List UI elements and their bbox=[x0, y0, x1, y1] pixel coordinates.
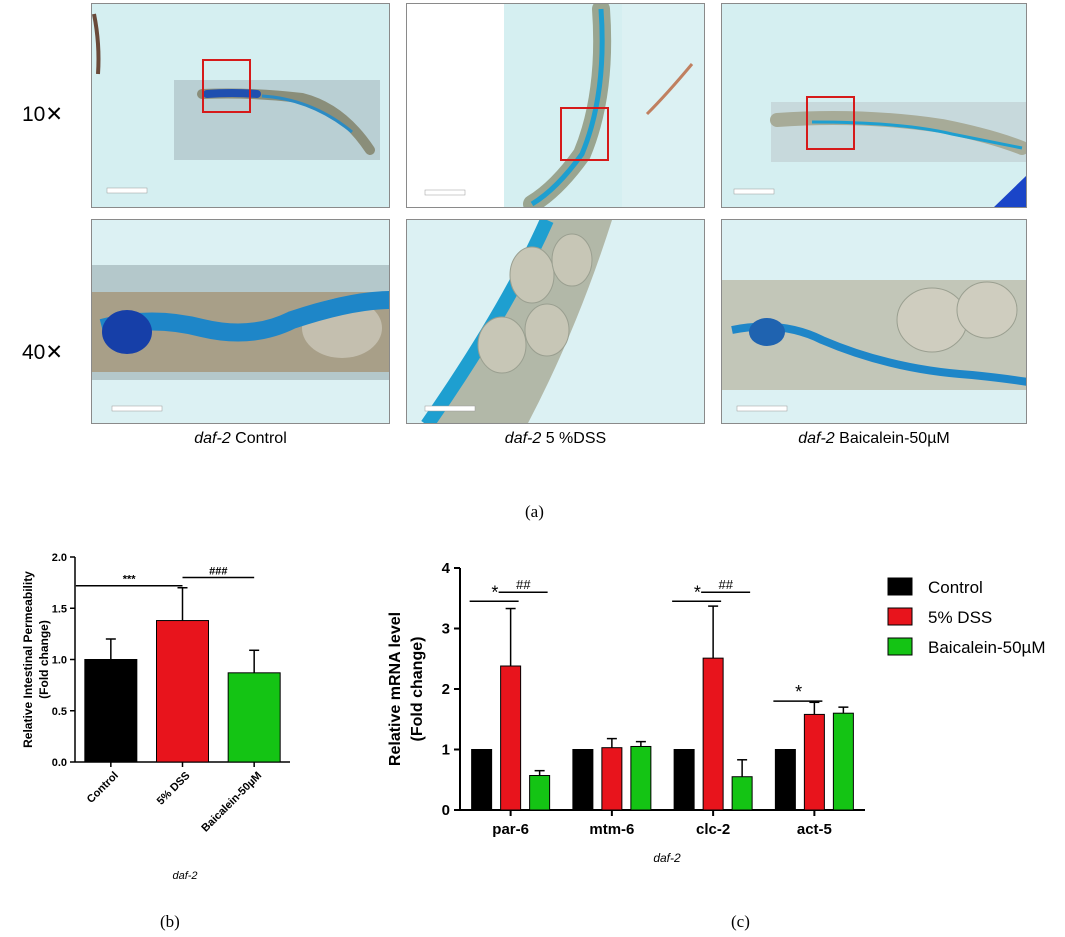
x-tick-label: Control bbox=[85, 770, 121, 806]
micrograph-baicalein-40x bbox=[721, 219, 1027, 424]
micrograph-dss-40x bbox=[406, 219, 705, 424]
figure-letter-a: (a) bbox=[525, 502, 544, 521]
bar-2-1 bbox=[702, 657, 724, 811]
bar-0-2 bbox=[529, 775, 551, 811]
bar-1 bbox=[156, 620, 209, 763]
y-axis-label: Relative mRNA level bbox=[387, 612, 404, 766]
bar-3-1 bbox=[803, 713, 825, 811]
significance-label: ### bbox=[209, 566, 227, 578]
x-tick-label: Baicalein-50µM bbox=[199, 770, 264, 835]
legend-label-0: Control bbox=[928, 578, 983, 597]
y-tick-label: 0.0 bbox=[52, 757, 67, 769]
y-tick-label: 0 bbox=[442, 802, 450, 819]
caption-dss: daf-2 5 %DSS bbox=[504, 430, 607, 447]
magnification-label-10x: 10✕ bbox=[22, 103, 63, 126]
chart-b-intestinal-permeability: 0.0 0.5 1.0 1.5 2.0 Control 5% DSS Baicalein-50… bbox=[0, 540, 300, 900]
y-tick-label: 1.0 bbox=[52, 655, 67, 667]
x-axis-label: daf-2 bbox=[653, 851, 681, 865]
x-axis-label: daf-2 bbox=[172, 870, 197, 882]
significance-label: ## bbox=[718, 577, 733, 592]
micrograph-control-40x bbox=[91, 219, 390, 424]
bar-3-0 bbox=[774, 749, 796, 811]
bar-2-0 bbox=[673, 749, 695, 811]
significance-label: * bbox=[794, 682, 802, 702]
caption-control: daf-2 Control bbox=[194, 430, 287, 447]
micrograph-control-10x bbox=[91, 3, 390, 208]
y-tick-label: 0.5 bbox=[52, 706, 67, 718]
figure-letter-b: (b) bbox=[160, 912, 180, 931]
bar-1-0 bbox=[572, 749, 594, 811]
figure-letter-c: (c) bbox=[731, 912, 750, 931]
bar-0-1 bbox=[500, 665, 522, 811]
y-axis-label-unit: (Fold change) bbox=[37, 620, 51, 699]
micrograph-baicalein-10x bbox=[721, 3, 1027, 208]
y-tick-label: 2 bbox=[442, 681, 450, 698]
x-tick-label: act-5 bbox=[797, 821, 832, 838]
significance-label: *** bbox=[123, 574, 137, 586]
bar-1-1 bbox=[601, 747, 623, 811]
y-tick-label: 2.0 bbox=[52, 552, 67, 564]
legend-swatch-0 bbox=[887, 577, 913, 596]
y-tick-label: 1 bbox=[442, 742, 450, 759]
x-tick-label: par-6 bbox=[492, 821, 529, 838]
y-axis-label: Relative Intestinal Permeability bbox=[21, 571, 35, 748]
legend-swatch-1 bbox=[887, 607, 913, 626]
significance-label: * bbox=[491, 582, 499, 602]
bar-2-2 bbox=[731, 776, 753, 811]
bar-1-2 bbox=[630, 745, 652, 811]
significance-label: * bbox=[693, 582, 701, 602]
bar-3-2 bbox=[832, 712, 854, 811]
caption-baicalein: daf-2 Baicalein-50µM bbox=[798, 430, 950, 447]
bar-0 bbox=[84, 659, 138, 763]
y-tick-label: 1.5 bbox=[52, 603, 67, 615]
x-tick-label: 5% DSS bbox=[155, 770, 193, 808]
legend-label-2: Baicalein-50µM bbox=[928, 638, 1046, 657]
x-tick-label: clc-2 bbox=[696, 821, 730, 838]
y-tick-label: 4 bbox=[442, 560, 451, 577]
magnification-label-40x: 40✕ bbox=[22, 341, 63, 364]
x-tick-label: mtm-6 bbox=[589, 821, 634, 838]
legend-swatch-2 bbox=[887, 637, 913, 656]
y-tick-label: 3 bbox=[442, 621, 450, 638]
legend-label-1: 5% DSS bbox=[928, 608, 992, 627]
bar-2 bbox=[227, 672, 281, 763]
y-axis-label-unit: (Fold change) bbox=[409, 637, 426, 742]
significance-label: ## bbox=[516, 577, 531, 592]
bar-0-0 bbox=[471, 749, 493, 811]
micrograph-dss-10x bbox=[406, 3, 705, 208]
chart-c-mrna-levels: 0 1 2 3 4 par-6 mtm-6 clc-2 act-5 * ## * ## * Relative… bbox=[380, 550, 1065, 880]
